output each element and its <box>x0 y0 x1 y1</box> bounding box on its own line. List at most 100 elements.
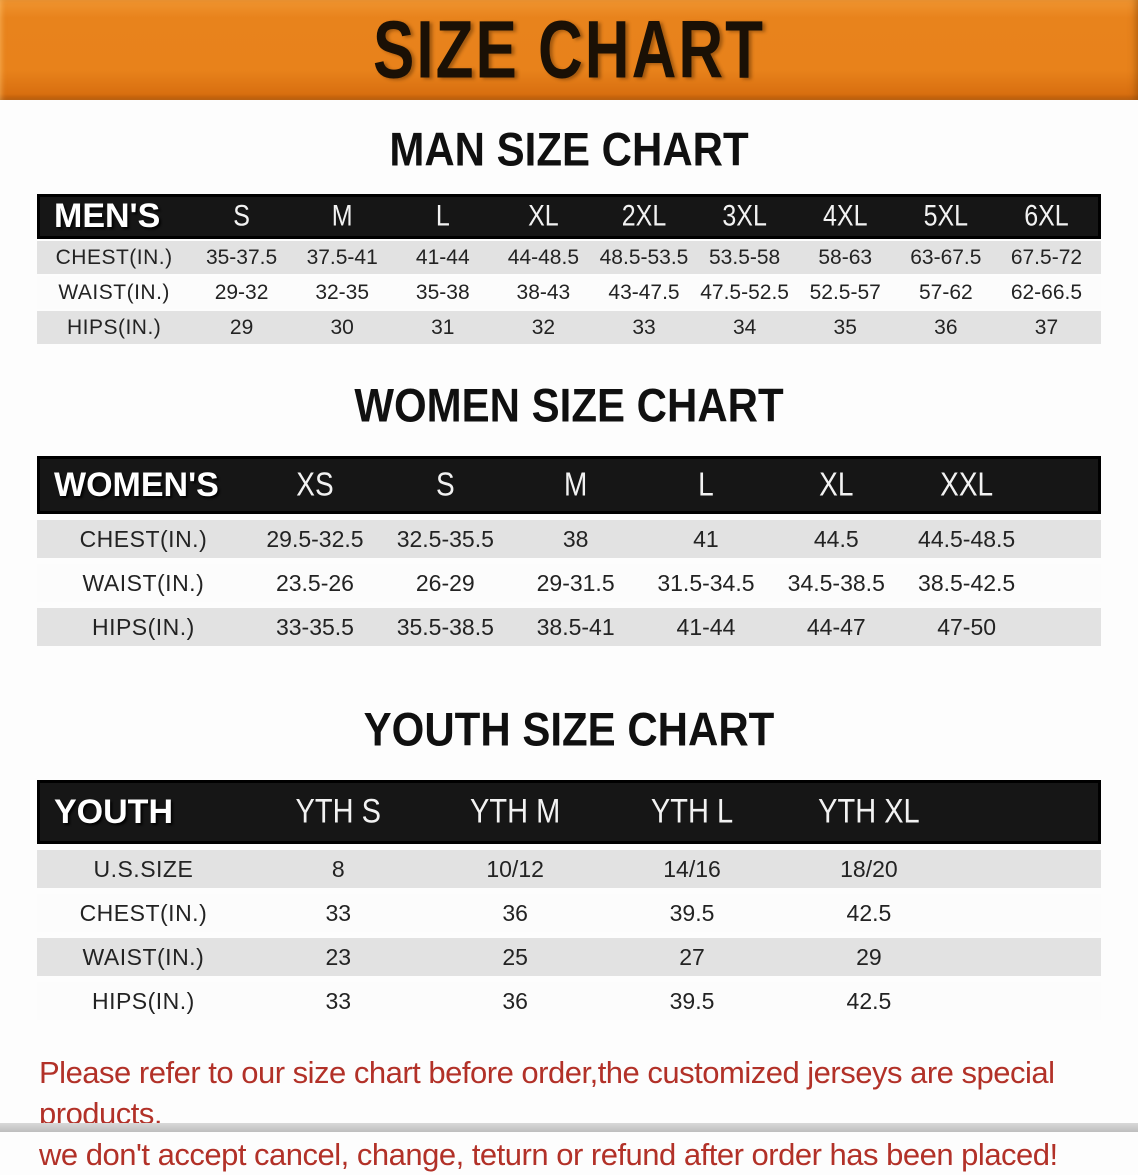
size-column-header-text: 6XL <box>1024 199 1069 233</box>
size-value-cell: 18/20 <box>780 850 958 888</box>
size-value-cell: 57-62 <box>895 276 997 309</box>
table-row: WAIST(IN.) 23.5-26 26-29 29-31.5 31.5-34.5 34… <box>37 564 1101 602</box>
size-value-cell: 30 <box>291 311 393 344</box>
size-value-cell: 35.5-38.5 <box>380 608 511 646</box>
size-value-cell: 36 <box>895 311 997 344</box>
table-header-label: WOMEN'S <box>37 456 250 514</box>
table-row: U.S.SIZE 8 10/12 14/16 18/20 <box>37 850 1101 888</box>
size-value-cell: 26-29 <box>380 564 511 602</box>
row-filler <box>1096 276 1101 309</box>
size-value-cell: 41-44 <box>640 608 772 646</box>
size-column-header: YTH XL <box>780 780 958 844</box>
size-column-header: 6XL <box>996 194 1097 239</box>
size-value-cell: 44-48.5 <box>493 241 594 274</box>
men-section-heading: MAN SIZE CHART <box>389 123 749 176</box>
size-value-cell: 47-50 <box>901 608 1032 646</box>
header-filler <box>1096 194 1101 239</box>
section-youth: YOUTH SIZE CHART YOUTH YTH S YTH M YTH L YTH… <box>37 703 1101 1026</box>
table-row: HIPS(IN.) 33 36 39.5 42.5 <box>37 982 1101 1020</box>
size-column-header: S <box>380 456 511 514</box>
size-value-cell: 36 <box>426 894 604 932</box>
size-value-cell: 29-32 <box>191 276 292 309</box>
table-row: CHEST(IN.) 35-37.5 37.5-41 41-44 44-48.5 48.5… <box>37 241 1101 274</box>
row-filler <box>957 850 1101 888</box>
size-chart-banner: SIZE CHART <box>0 0 1138 100</box>
size-column-header: XXL <box>901 456 1032 514</box>
size-column-header: 4XL <box>794 194 896 239</box>
size-value-cell: 29 <box>780 938 958 976</box>
size-column-header: 2XL <box>593 194 695 239</box>
row-filler <box>957 982 1101 1020</box>
size-value-cell: 44.5-48.5 <box>901 520 1032 558</box>
size-value-cell: 63-67.5 <box>895 241 997 274</box>
youth-size-table-container: YOUTH YTH S YTH M YTH L YTH XL U.S.SIZE 8 10/12… <box>37 774 1101 1026</box>
section-men: MAN SIZE CHART MEN'S S M L XL 2XL 3XL 4XL 5XL 6XL… <box>37 123 1101 346</box>
row-label: WAIST(IN.) <box>37 938 250 976</box>
size-column-header: M <box>291 194 393 239</box>
size-column-header-text: L <box>698 466 714 503</box>
size-value-cell: 43-47.5 <box>593 276 695 309</box>
size-column-header: M <box>510 456 641 514</box>
section-women: WOMEN SIZE CHART WOMEN'S XS S M L XL XXL CHEST(… <box>37 379 1101 652</box>
size-value-cell: 62-66.5 <box>996 276 1097 309</box>
row-label: CHEST(IN.) <box>37 894 250 932</box>
size-value-cell: 41-44 <box>392 241 494 274</box>
size-value-cell: 23 <box>249 938 427 976</box>
size-column-header-text: 2XL <box>621 199 667 233</box>
size-column-header-text: M <box>331 199 353 233</box>
row-filler <box>1096 311 1101 344</box>
table-header-label: MEN'S <box>37 194 192 239</box>
table-row: WAIST(IN.) 23 25 27 29 <box>37 938 1101 976</box>
size-column-header: S <box>191 194 292 239</box>
table-header-row: WOMEN'S XS S M L XL XXL <box>37 456 1101 514</box>
size-value-cell: 44.5 <box>771 520 902 558</box>
men-size-table-container: MEN'S S M L XL 2XL 3XL 4XL 5XL 6XL CHEST(IN.) 35-37… <box>37 192 1101 346</box>
size-value-cell: 29.5-32.5 <box>249 520 381 558</box>
size-column-header-text: XL <box>819 466 854 503</box>
size-column-header-text: YTH M <box>470 792 561 831</box>
table-row: WAIST(IN.) 29-32 32-35 35-38 38-43 43-47.5 47.… <box>37 276 1101 309</box>
mens-size-table: MEN'S S M L XL 2XL 3XL 4XL 5XL 6XL CHEST(IN.) 35-37… <box>37 192 1101 346</box>
size-value-cell: 10/12 <box>426 850 604 888</box>
womens-size-table: WOMEN'S XS S M L XL XXL CHEST(IN.) 29.5-32.5 32.5… <box>37 450 1101 652</box>
size-column-header-text: YTH L <box>650 792 734 831</box>
size-value-cell: 41 <box>640 520 772 558</box>
table-header-label: YOUTH <box>37 780 250 844</box>
size-column-header: L <box>392 194 494 239</box>
size-column-header-text: S <box>435 466 455 503</box>
size-column-header-text: YTH XL <box>818 792 920 831</box>
row-filler <box>957 938 1101 976</box>
header-filler <box>957 780 1101 844</box>
size-column-header: XL <box>771 456 902 514</box>
size-value-cell: 29-31.5 <box>510 564 641 602</box>
disclaimer-text: Please refer to our size chart before or… <box>37 1052 1101 1175</box>
row-filler <box>1031 608 1101 646</box>
size-column-header-text: 3XL <box>722 199 767 233</box>
banner-title: SIZE CHART <box>373 4 765 96</box>
table-row: HIPS(IN.) 29 30 31 32 33 34 35 36 37 <box>37 311 1101 344</box>
size-value-cell: 31 <box>392 311 494 344</box>
size-value-cell: 35-38 <box>392 276 494 309</box>
size-value-cell: 35-37.5 <box>191 241 292 274</box>
youth-section-heading: YOUTH SIZE CHART <box>363 703 775 756</box>
size-column-header-text: YTH S <box>295 792 381 831</box>
size-column-header: XL <box>493 194 594 239</box>
size-value-cell: 36 <box>426 982 604 1020</box>
size-value-cell: 32 <box>493 311 594 344</box>
size-column-header: YTH M <box>426 780 604 844</box>
size-value-cell: 33 <box>249 894 427 932</box>
table-row: HIPS(IN.) 33-35.5 35.5-38.5 38.5-41 41-44 44-… <box>37 608 1101 646</box>
size-value-cell: 67.5-72 <box>996 241 1097 274</box>
size-column-header: L <box>640 456 772 514</box>
size-value-cell: 48.5-53.5 <box>593 241 695 274</box>
size-value-cell: 44-47 <box>771 608 902 646</box>
size-value-cell: 37.5-41 <box>291 241 393 274</box>
table-row: CHEST(IN.) 33 36 39.5 42.5 <box>37 894 1101 932</box>
size-value-cell: 38.5-41 <box>510 608 641 646</box>
size-column-header-text: XXL <box>940 466 994 503</box>
size-value-cell: 37 <box>996 311 1097 344</box>
women-section-heading: WOMEN SIZE CHART <box>354 379 784 432</box>
size-value-cell: 35 <box>794 311 896 344</box>
header-filler <box>1031 456 1101 514</box>
row-filler <box>957 894 1101 932</box>
